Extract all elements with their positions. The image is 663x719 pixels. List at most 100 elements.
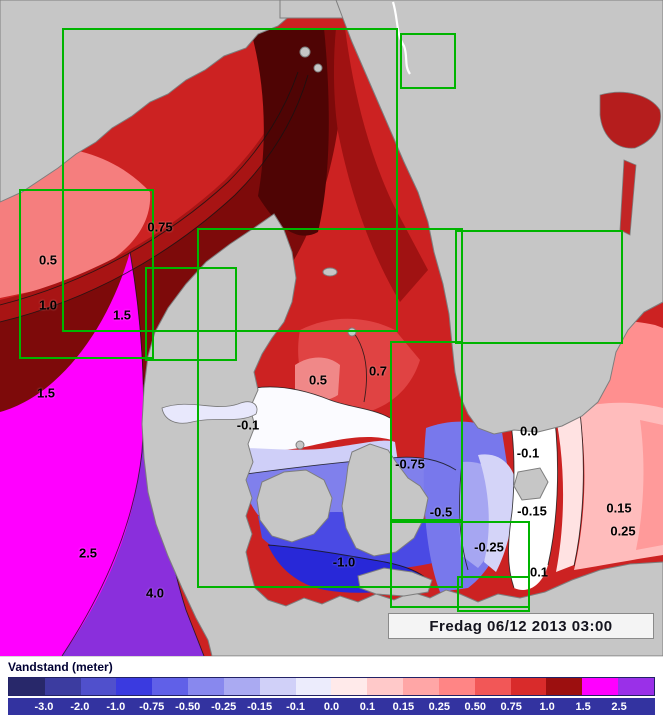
contour-value-label: 1.5 <box>36 385 56 401</box>
contour-value-label: 4.0 <box>145 585 165 601</box>
legend-tick-label: 0.1 <box>359 700 376 713</box>
contour-value-label: 0.0 <box>519 423 539 439</box>
land-lolland-falster <box>357 567 433 597</box>
legend-color-segment <box>438 678 475 695</box>
sea-kattegat-salmon <box>295 357 340 402</box>
zoom-region-box[interactable] <box>390 341 463 521</box>
contour-value-label: 0.5 <box>308 372 328 388</box>
lake-vattern <box>619 159 637 236</box>
zoom-region-box[interactable] <box>390 521 530 608</box>
legend-color-segment <box>223 678 260 695</box>
legend-tick-label: 0.15 <box>392 700 415 713</box>
sea-magenta-wedge <box>0 252 144 656</box>
legend-colorbar <box>8 677 655 696</box>
legend-color-segment <box>152 678 189 695</box>
sea-maroon-band <box>0 28 345 428</box>
sea-baltic-paleblue <box>478 454 515 572</box>
sea-darkred-east <box>333 28 428 302</box>
contour-line <box>267 544 429 581</box>
legend-color-segment <box>331 678 368 695</box>
map-svg <box>0 0 663 656</box>
legend-color-segment <box>367 678 404 695</box>
land-norway <box>0 0 293 203</box>
legend-tick-label: 0.25 <box>428 700 451 713</box>
contour-line <box>0 71 299 306</box>
legend-tick-label: 1.0 <box>539 700 555 713</box>
legend-color-segment <box>80 678 117 695</box>
land-bornholm <box>513 467 549 501</box>
sea-oslofjord-core <box>250 28 329 236</box>
contour-value-label: 0.25 <box>610 523 636 539</box>
zoom-region-box[interactable] <box>62 28 398 332</box>
legend-title: Vandstand (meter) <box>8 660 113 674</box>
timestamp-text: Fredag 06/12 2013 03:00 <box>429 617 613 635</box>
contour-value-label: -0.15 <box>517 503 547 519</box>
legend-color-segment <box>295 678 332 695</box>
legend-color-segment <box>44 678 81 695</box>
legend-tick-label: -0.75 <box>139 700 165 713</box>
contour-label-layer: 0.75 0.5 1.0 1.5 1.5 2.5 4.0 0.5 0.7 -0.1 -0.75 -0.… <box>36 219 636 601</box>
legend-tick-label: -0.25 <box>211 700 237 713</box>
lake-vanern <box>599 91 662 149</box>
sea-straits-white <box>235 386 392 451</box>
contour-line <box>0 74 309 323</box>
legend-color-segment <box>474 678 511 695</box>
sea-baltic-deeppink <box>636 420 663 550</box>
contour-line <box>459 461 469 571</box>
zoom-region-box[interactable] <box>457 576 530 612</box>
legend-color-segment <box>582 678 619 695</box>
zoom-region-box[interactable] <box>19 189 154 359</box>
legend-color-segment <box>259 678 296 695</box>
land-samso <box>295 440 305 450</box>
legend-tick-label: -0.50 <box>175 700 201 713</box>
contour-line <box>573 411 584 567</box>
zoom-region-box[interactable] <box>455 230 623 344</box>
zoom-region-box[interactable] <box>145 267 237 361</box>
contour-line <box>61 251 144 656</box>
land-zealand <box>341 443 429 557</box>
legend-color-segment <box>546 678 583 695</box>
contour-value-label: 0.75 <box>147 219 173 235</box>
contour-value-label: -0.25 <box>474 539 504 555</box>
legend-tick-label: 0.75 <box>500 700 522 713</box>
legend-tick-label: -2.0 <box>70 700 90 713</box>
region-box-layer <box>19 28 623 612</box>
legend-color-segment <box>403 678 439 695</box>
sea-salmon-northwest <box>0 146 151 298</box>
legend-tick-label: 0.0 <box>323 700 340 713</box>
contour-value-label: -0.1 <box>516 445 540 461</box>
contour-value-label: -1.0 <box>332 554 356 570</box>
legend-tick-label: 2.5 <box>611 700 627 713</box>
land-fjord-island <box>299 46 311 58</box>
legend-tick-label: -1.0 <box>106 700 126 713</box>
sea-baltic-palepink <box>552 399 584 572</box>
contour-value-label: -0.5 <box>429 504 453 520</box>
legend-tick-label: 0.50 <box>464 700 486 713</box>
legend-tick-label: -0.1 <box>286 700 306 713</box>
contour-value-label: 0.15 <box>606 500 632 516</box>
zoom-region-box[interactable] <box>400 33 456 89</box>
contour-value-label: 1.5 <box>112 307 132 323</box>
contour-line <box>237 386 391 419</box>
legend: Vandstand (meter) -3.0 -2.0 -1.0 -0.75 -0.50… <box>0 656 663 719</box>
land-funen <box>256 469 333 543</box>
land-fjord-island <box>313 63 323 73</box>
contour-value-label: 1.0 <box>38 297 58 313</box>
legend-color-segment <box>9 678 45 695</box>
legend-tick-label: -3.0 <box>34 700 54 713</box>
limfjord <box>161 401 258 424</box>
land-laeso <box>322 267 338 277</box>
legend-color-segment <box>510 678 547 695</box>
legend-tick-label: 1.5 <box>575 700 591 713</box>
contour-value-label: -0.1 <box>236 417 260 433</box>
timestamp-box: Fredag 06/12 2013 03:00 <box>388 613 654 639</box>
contour-value-label: -0.75 <box>395 456 425 472</box>
legend-tick-bar: -3.0 -2.0 -1.0 -0.75 -0.50 -0.25 -0.15 -0.1 0.0 0… <box>8 698 655 715</box>
inland-water-layer <box>161 1 662 424</box>
contour-value-label: 0.7 <box>368 363 388 379</box>
legend-color-segment <box>618 678 654 695</box>
country-border-line <box>391 1 411 75</box>
contour-value-label: 2.5 <box>78 545 98 561</box>
land-sweden <box>335 0 663 435</box>
